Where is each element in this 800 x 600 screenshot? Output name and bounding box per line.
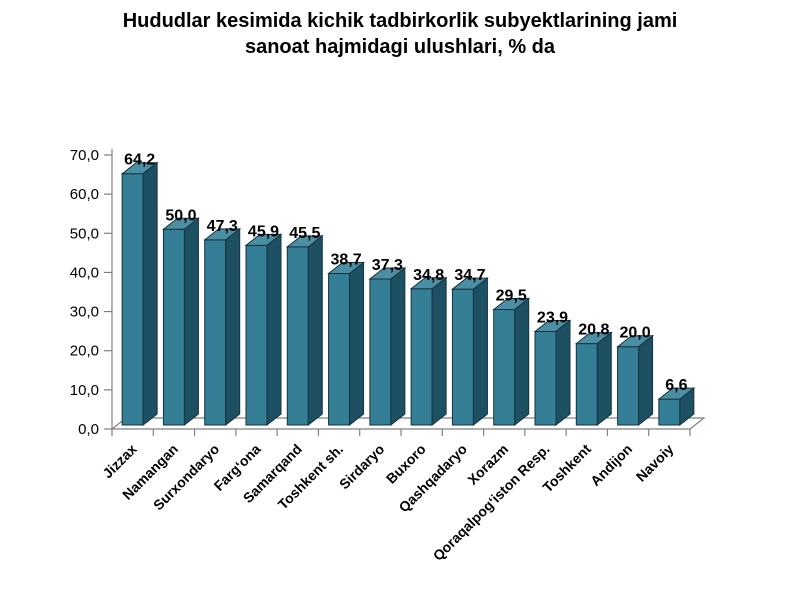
bar-value-label: 34,8: [413, 267, 444, 284]
bar-value-label: 45,9: [248, 223, 279, 240]
y-axis-tick-label: 0,0: [78, 421, 99, 438]
bar-side-face: [266, 233, 282, 427]
bar-side-face: [555, 319, 571, 427]
chart-title-line-1: Hududlar kesimida kichik tadbirkorlik su…: [122, 10, 678, 32]
category-label: Jizzax: [99, 441, 140, 482]
category-label: Navoiy: [633, 441, 677, 485]
bar-side-face: [142, 161, 158, 427]
chart-floor: [110, 417, 706, 430]
y-axis-tick-label: 20,0: [70, 343, 99, 360]
bar-front-face: [245, 244, 268, 426]
bar-value-label: 20,0: [620, 325, 651, 342]
bar-front-face: [369, 278, 392, 426]
y-axis-tick-label: 40,0: [70, 264, 99, 281]
bar-side-face: [390, 266, 406, 427]
y-axis-tick-label: 50,0: [70, 225, 99, 242]
bar-front-face: [286, 246, 309, 426]
bar-front-face: [162, 228, 185, 426]
y-axis-tick-label: 10,0: [70, 382, 99, 399]
chart-title-line-2: sanoat hajmidagi ulushlari, % da: [244, 36, 556, 58]
bar-front-face: [410, 288, 433, 426]
bar-side-face: [596, 331, 612, 427]
bar-side-face: [638, 334, 654, 427]
bar-value-label: 64,2: [124, 152, 155, 169]
bar-value-label: 45,5: [289, 225, 320, 242]
bar-value-label: 6,6: [665, 377, 687, 394]
bar-front-face: [328, 273, 351, 426]
bar-value-label: 23,9: [537, 309, 568, 326]
bar-value-label: 29,5: [496, 288, 527, 305]
bar-side-face: [679, 387, 695, 427]
bar-value-label: 34,7: [454, 267, 485, 284]
bar-front-face: [658, 398, 681, 426]
bar-side-face: [307, 234, 323, 427]
category-label: Andijon: [587, 441, 635, 489]
bar-side-face: [349, 261, 365, 427]
y-axis-tick-label: 70,0: [70, 147, 99, 164]
bar-value-label: 47,3: [207, 218, 238, 235]
bar-value-label: 37,3: [372, 257, 403, 274]
bar-value-label: 50,0: [165, 207, 196, 224]
bar-side-face: [225, 227, 241, 427]
bar-side-face: [514, 297, 530, 427]
bar-side-face: [183, 217, 199, 427]
bar-value-label: 38,7: [331, 252, 362, 269]
bar-side-face: [472, 277, 488, 427]
bar-side-face: [431, 276, 447, 427]
bar-front-face: [534, 330, 557, 426]
category-label: Sirdaryo: [336, 441, 387, 492]
y-axis-tick-label: 60,0: [70, 186, 99, 203]
bar-front-face: [204, 239, 227, 426]
bar-front-face: [121, 173, 144, 426]
y-axis-tick-label: 30,0: [70, 304, 99, 321]
bar-front-face: [493, 309, 516, 426]
bar-front-face: [575, 343, 598, 426]
bar-front-face: [451, 288, 474, 426]
bar-front-face: [617, 346, 640, 426]
bar-value-label: 20,8: [578, 322, 609, 339]
